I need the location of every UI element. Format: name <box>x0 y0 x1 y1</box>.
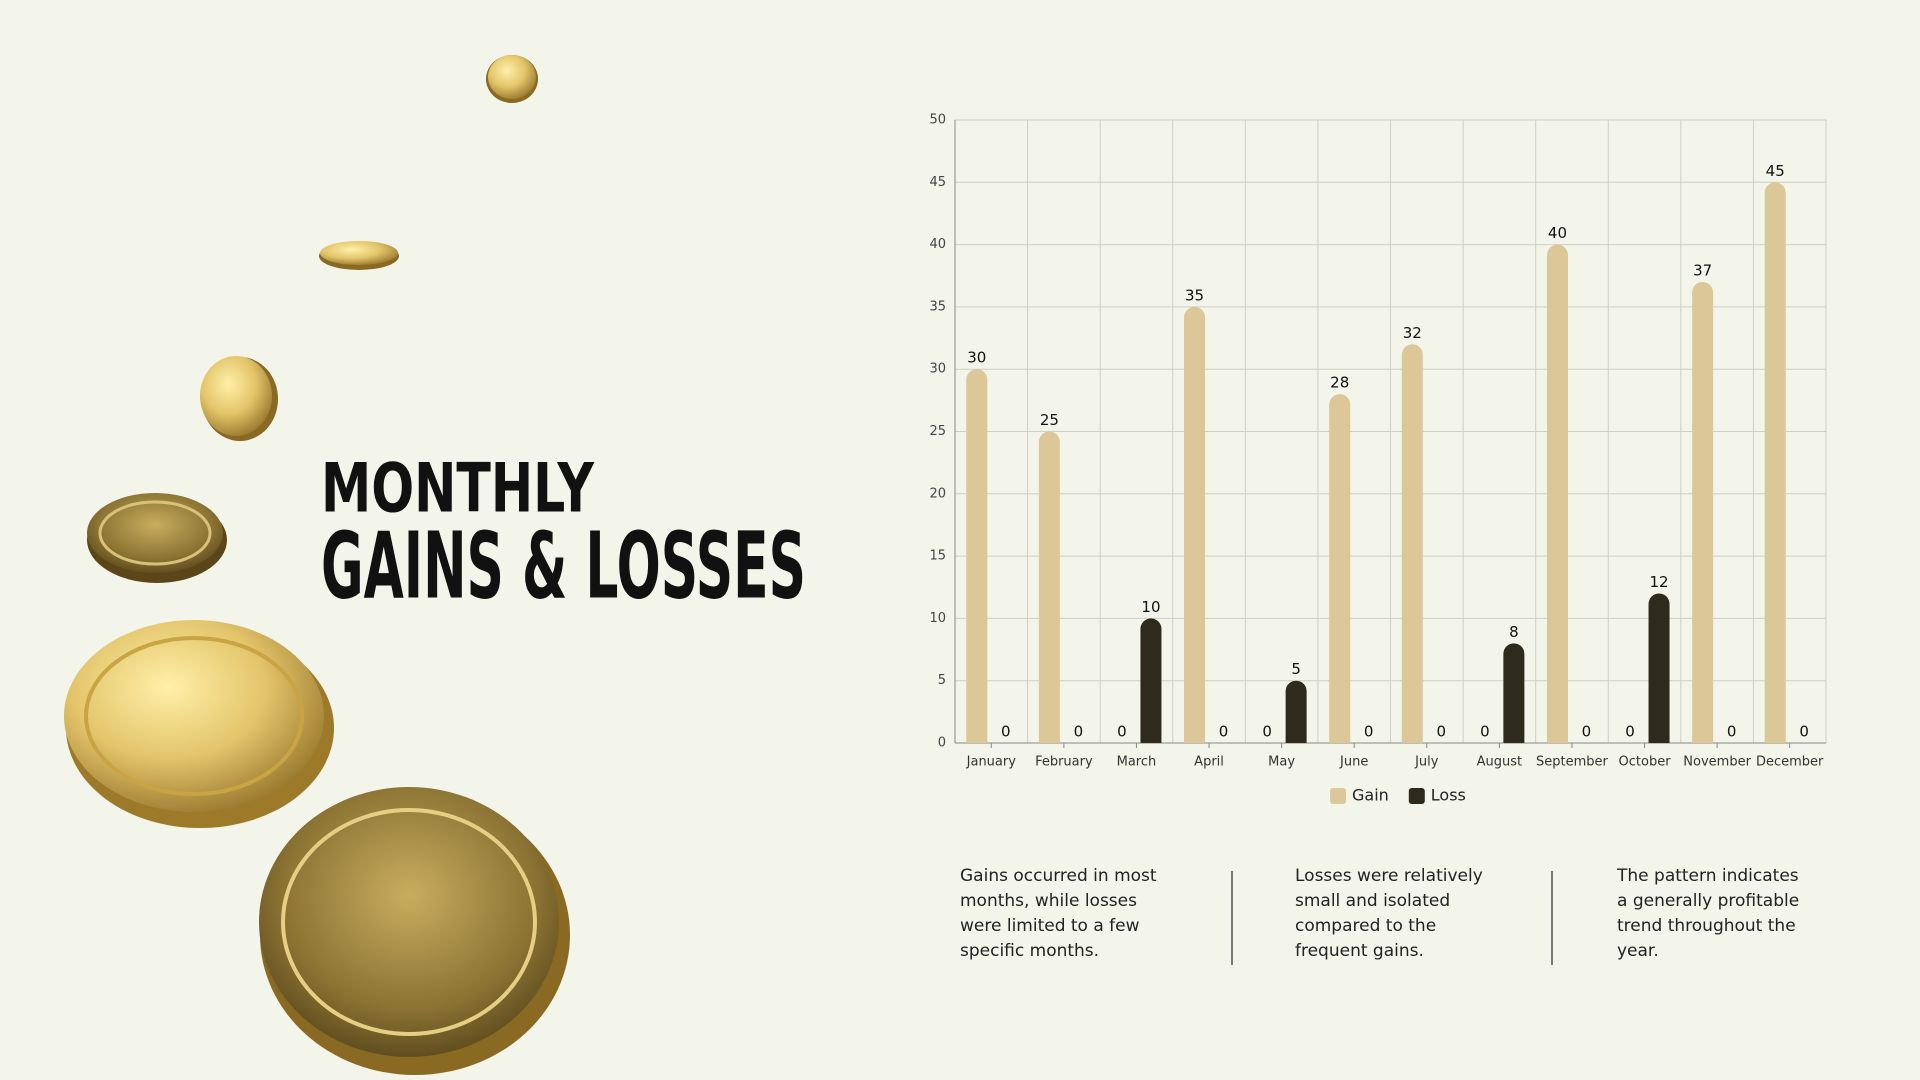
bar <box>1648 593 1670 743</box>
y-tick-label: 0 <box>938 736 946 751</box>
data-label: 8 <box>1509 623 1519 641</box>
data-label: 0 <box>1582 723 1592 741</box>
data-label: 40 <box>1548 224 1567 242</box>
bar <box>1503 643 1525 743</box>
legend-label: Gain <box>1352 786 1389 805</box>
legend-swatch <box>1330 788 1346 804</box>
legend-swatch <box>1408 788 1425 804</box>
bar <box>1329 394 1351 743</box>
note: Gains occurred in most months, while los… <box>960 866 1157 961</box>
bar <box>1546 244 1568 743</box>
y-tick-label: 5 <box>938 673 946 688</box>
bar <box>1764 182 1786 743</box>
y-tick-label: 50 <box>929 113 946 128</box>
data-label: 0 <box>1001 723 1011 741</box>
legend-label: Loss <box>1431 786 1466 805</box>
bar <box>1184 306 1206 743</box>
y-tick-label: 20 <box>929 486 946 501</box>
data-label: 0 <box>1117 723 1127 741</box>
data-label: 30 <box>967 349 986 367</box>
x-tick-label: May <box>1268 755 1295 770</box>
data-label: 5 <box>1291 660 1301 678</box>
y-tick-label: 35 <box>929 299 946 314</box>
data-label: 0 <box>1074 723 1084 741</box>
data-label: 0 <box>1799 723 1809 741</box>
x-tick-label: October <box>1619 755 1672 770</box>
bar <box>1401 344 1423 743</box>
y-tick-label: 40 <box>929 237 946 252</box>
data-label: 45 <box>1766 162 1785 180</box>
divider <box>1551 871 1553 965</box>
y-tick-label: 25 <box>929 424 946 439</box>
coins <box>64 55 570 1075</box>
y-tick-label: 15 <box>929 549 946 564</box>
data-label: 28 <box>1330 374 1349 392</box>
heading-line1: MONTHLY <box>321 450 595 529</box>
data-label: 0 <box>1480 723 1490 741</box>
bar <box>1692 281 1714 743</box>
x-tick-label: August <box>1477 755 1523 770</box>
note: The pattern indicates a generally profit… <box>1617 866 1800 961</box>
bar <box>1038 431 1060 743</box>
data-label: 0 <box>1437 723 1447 741</box>
data-label: 10 <box>1141 598 1160 616</box>
data-label: 0 <box>1219 723 1229 741</box>
note: Losses were relatively small and isolate… <box>1295 866 1483 961</box>
data-label: 35 <box>1185 286 1204 304</box>
x-tick-label: July <box>1414 755 1439 770</box>
data-label: 0 <box>1625 723 1635 741</box>
x-tick-label: April <box>1194 755 1224 770</box>
data-label: 0 <box>1262 723 1272 741</box>
data-label: 0 <box>1727 723 1737 741</box>
divider <box>1231 871 1233 965</box>
x-tick-label: February <box>1035 755 1093 770</box>
x-tick-label: January <box>966 755 1017 770</box>
x-tick-label: March <box>1117 755 1157 770</box>
x-tick-label: November <box>1683 755 1751 770</box>
x-tick-label: September <box>1536 755 1609 770</box>
data-label: 32 <box>1403 324 1422 342</box>
y-tick-label: 10 <box>929 611 946 626</box>
y-tick-label: 30 <box>929 362 946 377</box>
bar <box>966 369 988 743</box>
x-tick-label: June <box>1339 755 1368 770</box>
data-label: 0 <box>1364 723 1374 741</box>
bar <box>1285 680 1307 743</box>
data-label: 25 <box>1040 411 1059 429</box>
bar <box>1140 618 1162 743</box>
heading-line2: GAINS & LOSSES <box>321 512 806 619</box>
y-tick-label: 45 <box>929 175 946 190</box>
x-tick-label: December <box>1756 755 1824 770</box>
data-label: 12 <box>1649 573 1668 591</box>
data-label: 37 <box>1693 261 1712 279</box>
